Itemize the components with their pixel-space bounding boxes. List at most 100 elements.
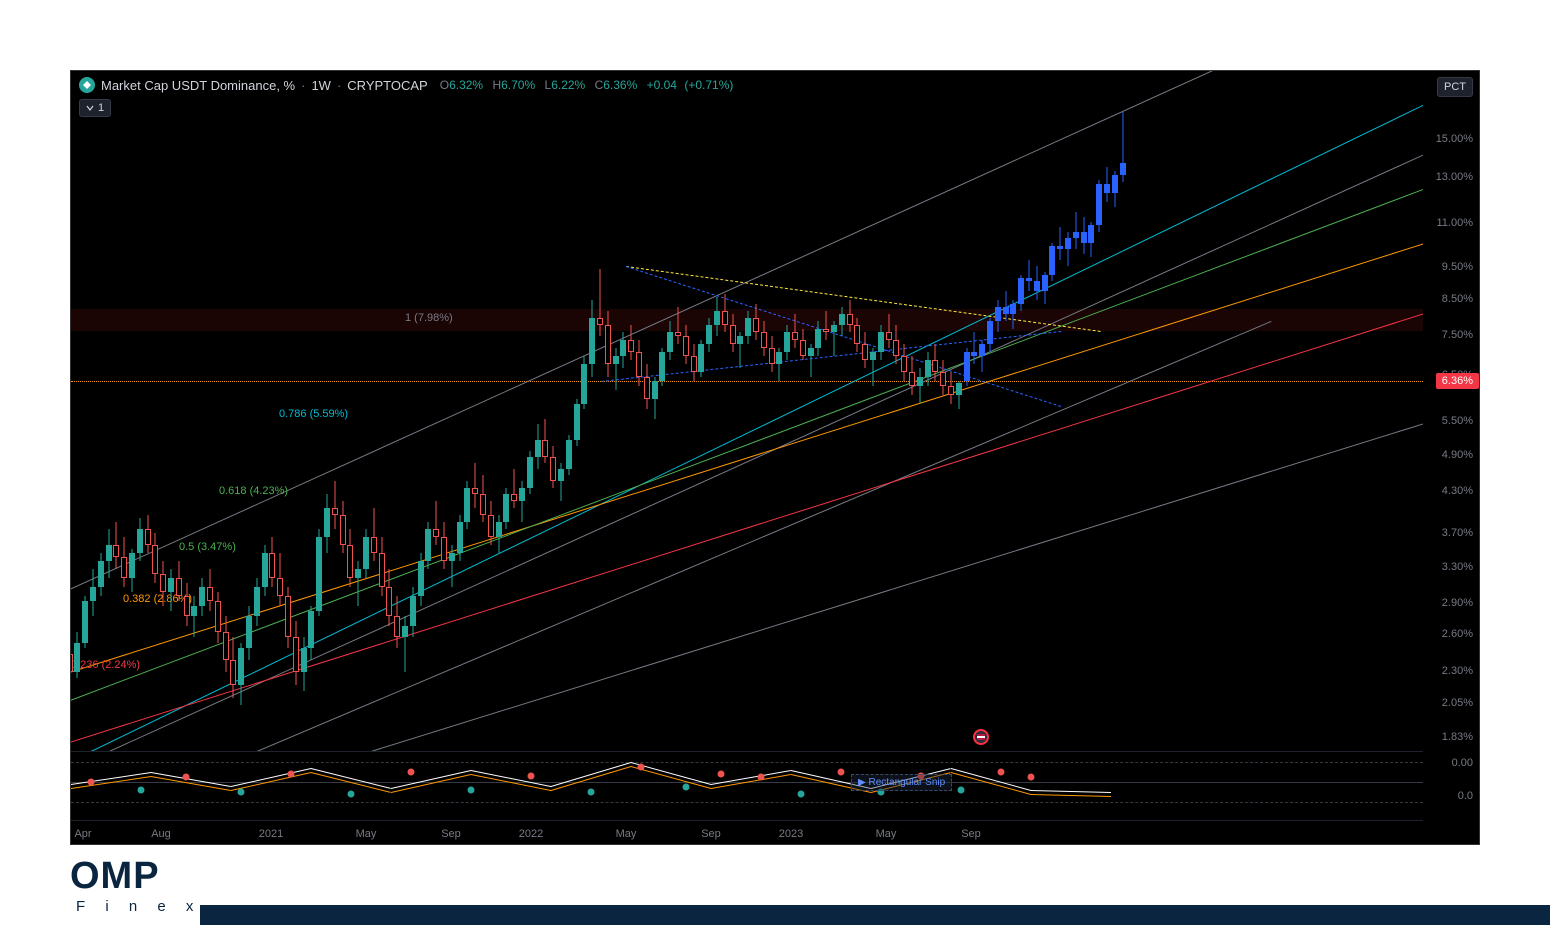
projection-candle[interactable] xyxy=(1042,71,1048,751)
candle[interactable] xyxy=(168,71,174,751)
candle[interactable] xyxy=(808,71,814,751)
projection-candle[interactable] xyxy=(1010,71,1016,751)
candle[interactable] xyxy=(301,71,307,751)
candle[interactable] xyxy=(925,71,931,751)
candle[interactable] xyxy=(753,71,759,751)
projection-candle[interactable] xyxy=(1088,71,1094,751)
candle[interactable] xyxy=(425,71,431,751)
projection-candle[interactable] xyxy=(1073,71,1079,751)
candle[interactable] xyxy=(940,71,946,751)
candle[interactable] xyxy=(324,71,330,751)
candle[interactable] xyxy=(418,71,424,751)
candle[interactable] xyxy=(90,71,96,751)
candle[interactable] xyxy=(277,71,283,751)
candle[interactable] xyxy=(597,71,603,751)
projection-candle[interactable] xyxy=(1081,71,1087,751)
candle[interactable] xyxy=(745,71,751,751)
candle[interactable] xyxy=(176,71,182,751)
projection-candle[interactable] xyxy=(1096,71,1102,751)
projection-candle[interactable] xyxy=(987,71,993,751)
candle[interactable] xyxy=(285,71,291,751)
projection-candle[interactable] xyxy=(1104,71,1110,751)
candle[interactable] xyxy=(137,71,143,751)
candle[interactable] xyxy=(246,71,252,751)
candle[interactable] xyxy=(371,71,377,751)
candle[interactable] xyxy=(480,71,486,751)
candle[interactable] xyxy=(659,71,665,751)
candle[interactable] xyxy=(605,71,611,751)
projection-candle[interactable] xyxy=(1049,71,1055,751)
candle[interactable] xyxy=(441,71,447,751)
projection-candle[interactable] xyxy=(1057,71,1063,751)
projection-candle[interactable] xyxy=(1018,71,1024,751)
candle[interactable] xyxy=(113,71,119,751)
candle[interactable] xyxy=(737,71,743,751)
candle[interactable] xyxy=(238,71,244,751)
candle[interactable] xyxy=(269,71,275,751)
candle[interactable] xyxy=(98,71,104,751)
candle[interactable] xyxy=(503,71,509,751)
candle[interactable] xyxy=(667,71,673,751)
candle[interactable] xyxy=(293,71,299,751)
candle[interactable] xyxy=(402,71,408,751)
projection-candle[interactable] xyxy=(971,71,977,751)
candle[interactable] xyxy=(215,71,221,751)
candle[interactable] xyxy=(332,71,338,751)
candle[interactable] xyxy=(644,71,650,751)
candle[interactable] xyxy=(394,71,400,751)
candle[interactable] xyxy=(769,71,775,751)
candle[interactable] xyxy=(464,71,470,751)
candle[interactable] xyxy=(698,71,704,751)
projection-candle[interactable] xyxy=(1112,71,1118,751)
candle[interactable] xyxy=(74,71,80,751)
candle[interactable] xyxy=(472,71,478,751)
candle[interactable] xyxy=(581,71,587,751)
candle[interactable] xyxy=(363,71,369,751)
candle[interactable] xyxy=(519,71,525,751)
candle[interactable] xyxy=(776,71,782,751)
candle[interactable] xyxy=(527,71,533,751)
candle[interactable] xyxy=(347,71,353,751)
candle[interactable] xyxy=(207,71,213,751)
candle[interactable] xyxy=(199,71,205,751)
candle[interactable] xyxy=(886,71,892,751)
candle[interactable] xyxy=(730,71,736,751)
projection-candle[interactable] xyxy=(995,71,1001,751)
price-scale[interactable]: 15.00%13.00%11.00%9.50%8.50%7.50%6.50%5.… xyxy=(1423,71,1479,844)
candle[interactable] xyxy=(800,71,806,751)
candle[interactable] xyxy=(488,71,494,751)
projection-candle[interactable] xyxy=(964,71,970,751)
candle[interactable] xyxy=(831,71,837,751)
candle[interactable] xyxy=(449,71,455,751)
candle[interactable] xyxy=(893,71,899,751)
candle[interactable] xyxy=(870,71,876,751)
candle[interactable] xyxy=(106,71,112,751)
projection-candle[interactable] xyxy=(1026,71,1032,751)
candle[interactable] xyxy=(542,71,548,751)
main-chart-area[interactable]: 1 (7.98%)0.786 (5.59%)0.618 (4.23%)0.5 (… xyxy=(71,71,1423,751)
candle[interactable] xyxy=(839,71,845,751)
candle[interactable] xyxy=(948,71,954,751)
candle[interactable] xyxy=(706,71,712,751)
candle[interactable] xyxy=(628,71,634,751)
candle[interactable] xyxy=(878,71,884,751)
event-flag-icon[interactable] xyxy=(973,729,989,745)
candle[interactable] xyxy=(160,71,166,751)
candle[interactable] xyxy=(862,71,868,751)
candle[interactable] xyxy=(191,71,197,751)
candle[interactable] xyxy=(535,71,541,751)
candle[interactable] xyxy=(909,71,915,751)
projection-candle[interactable] xyxy=(1003,71,1009,751)
candle[interactable] xyxy=(433,71,439,751)
candle[interactable] xyxy=(917,71,923,751)
candle[interactable] xyxy=(901,71,907,751)
candle[interactable] xyxy=(823,71,829,751)
candle[interactable] xyxy=(121,71,127,751)
candle[interactable] xyxy=(815,71,821,751)
candle[interactable] xyxy=(145,71,151,751)
candle[interactable] xyxy=(511,71,517,751)
time-scale[interactable]: AprAug2021MaySep2022MaySep2023MaySep xyxy=(71,820,1423,844)
candle[interactable] xyxy=(683,71,689,751)
candle[interactable] xyxy=(223,71,229,751)
candle[interactable] xyxy=(847,71,853,751)
